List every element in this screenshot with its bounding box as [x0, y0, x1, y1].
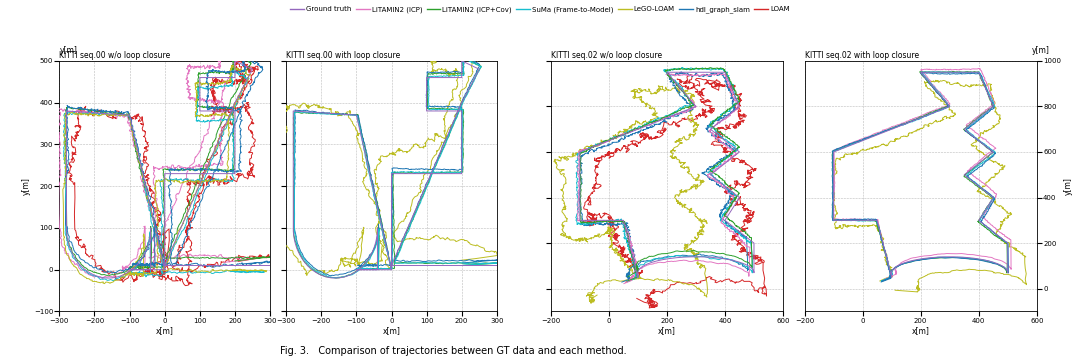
Text: KITTI seq.00 with loop closure: KITTI seq.00 with loop closure [286, 51, 401, 60]
Legend: Ground truth, LiTAMIN2 (ICP), LiTAMIN2 (ICP+Cov), SuMa (Frame-to-Model), LeGO-LO: Ground truth, LiTAMIN2 (ICP), LiTAMIN2 (… [287, 4, 793, 16]
X-axis label: x[m]: x[m] [156, 326, 174, 335]
X-axis label: x[m]: x[m] [912, 326, 930, 335]
Y-axis label: y[m]: y[m] [22, 177, 31, 195]
Text: y[m]: y[m] [1031, 47, 1050, 55]
Text: y[m]: y[m] [59, 47, 78, 55]
Text: KITTI seq.00 w/o loop closure: KITTI seq.00 w/o loop closure [59, 51, 171, 60]
X-axis label: x[m]: x[m] [382, 326, 401, 335]
Text: KITTI seq.02 w/o loop closure: KITTI seq.02 w/o loop closure [551, 51, 662, 60]
Y-axis label: y[m]: y[m] [1064, 177, 1072, 195]
Text: KITTI seq.02 with loop closure: KITTI seq.02 with loop closure [805, 51, 919, 60]
Text: Fig. 3.   Comparison of trajectories between GT data and each method.: Fig. 3. Comparison of trajectories betwe… [281, 346, 626, 356]
X-axis label: x[m]: x[m] [658, 326, 676, 335]
